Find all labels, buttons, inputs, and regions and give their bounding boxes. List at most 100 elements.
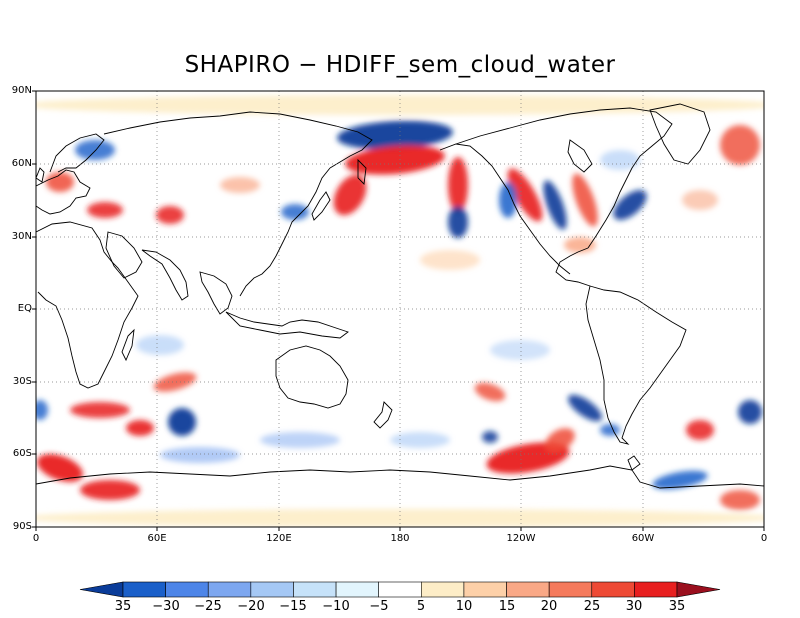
colorbar-swatch (591, 581, 635, 598)
colorbar-label: −20 (237, 599, 265, 614)
colorbar-label: 25 (583, 599, 601, 614)
coast-north-asia (103, 111, 373, 169)
anomaly-blob (686, 420, 714, 440)
anomaly-blob (572, 173, 598, 227)
anomaly-field (36, 95, 764, 527)
colorbar-label: −15 (279, 599, 307, 614)
coast-east-asia (239, 167, 331, 297)
anomaly-blob (448, 206, 468, 238)
lat-label-eq: EQ (17, 303, 32, 314)
anomaly-blob (490, 340, 550, 360)
lat-label-30n: 30N (11, 231, 32, 242)
coast-new-zealand (373, 401, 393, 429)
colorbar-swatch (335, 581, 379, 598)
colorbar-label: −25 (194, 599, 222, 614)
anomaly-blob (333, 174, 367, 216)
colorbar-label: 20 (540, 599, 558, 614)
coast-britain (36, 167, 45, 183)
anomaly-blob (652, 470, 708, 490)
colorbar-swatch (634, 581, 678, 598)
lat-label-60s: 60S (12, 448, 32, 459)
colorbar-swatch (421, 581, 465, 598)
colorbar-swatch (506, 581, 550, 598)
anomaly-blob (564, 237, 596, 253)
coast-gulf-of-mexico (555, 247, 591, 287)
anomaly-blob (160, 447, 240, 463)
anomaly-blob (720, 125, 760, 165)
anomaly-blob (75, 140, 115, 160)
anomaly-blob (682, 190, 718, 210)
coast-japan (311, 191, 331, 221)
anomaly-blob (613, 190, 647, 220)
colorbar-swatch (250, 581, 294, 598)
coast-arabia (105, 231, 143, 279)
coast-india (141, 249, 189, 301)
lon-label-60e: 60E (147, 533, 167, 544)
coast-scandinavia (49, 133, 105, 173)
anomaly-blob (420, 250, 480, 270)
anomaly-blob (46, 172, 74, 192)
colorbar-swatch (548, 581, 593, 598)
colorbar-swatch (293, 581, 337, 598)
anomaly-blob (260, 432, 340, 448)
colorbar-swatch (207, 581, 252, 598)
colorbar-label: −30 (152, 599, 180, 614)
colorbar (79, 581, 721, 598)
colorbar-swatch (165, 581, 209, 598)
anomaly-blob (153, 372, 197, 392)
coast-se-asia (199, 271, 233, 315)
colorbar-label: 15 (498, 599, 516, 614)
colorbar-swatch (463, 581, 507, 598)
colorbar-label: 35 (668, 599, 686, 614)
anomaly-blob (156, 206, 184, 224)
coast-madagascar (121, 328, 135, 362)
anomaly-blob (474, 382, 506, 402)
coastlines (36, 103, 764, 489)
coast-alaska (439, 143, 571, 275)
colorbar-arrow-low (79, 581, 124, 598)
anomaly-blob (390, 432, 450, 448)
anomaly-blob (337, 120, 453, 150)
gridlines (36, 91, 764, 527)
coast-north-america-north (455, 107, 673, 249)
colorbar-label: 5 (416, 599, 426, 614)
anomaly-blob (600, 424, 620, 436)
colorbar-label: 10 (455, 599, 473, 614)
colorbar-label: 35 (114, 599, 132, 614)
lat-label-90n: 90N (11, 85, 32, 96)
coast-australia (275, 345, 349, 409)
coast-greenland (649, 103, 711, 165)
anomaly-blob (220, 177, 260, 193)
colorbar-swatch (122, 581, 166, 598)
lon-label-0-left: 0 (32, 533, 40, 544)
lon-label-180: 180 (390, 533, 410, 544)
coast-antarctica (36, 465, 764, 489)
anomaly-blob (70, 402, 130, 418)
lat-label-90s: 90S (12, 521, 32, 532)
coast-hudson-bay (567, 139, 593, 173)
coast-europe (36, 169, 91, 215)
anomaly-blob (567, 394, 603, 422)
colorbar-label: −10 (322, 599, 350, 614)
colorbar-arrow-high (676, 581, 721, 598)
anomaly-blob (600, 150, 640, 170)
anomaly-blob (80, 480, 140, 500)
anomaly-blob (136, 335, 184, 355)
lon-label-0-right: 0 (760, 533, 768, 544)
anomaly-blob (448, 157, 468, 213)
coast-indonesia (225, 311, 349, 339)
lon-label-120e: 120E (266, 533, 292, 544)
anomaly-blob (37, 454, 83, 482)
lat-label-30s: 30S (12, 376, 32, 387)
colorbar-swatch (378, 581, 422, 598)
anomaly-blob (36, 95, 764, 115)
colorbar-label: −5 (369, 599, 389, 614)
anomaly-blob (543, 180, 567, 230)
coast-kamchatka (357, 158, 367, 185)
anomaly-blob (738, 400, 762, 424)
anomaly-blob (545, 428, 575, 452)
axis-ticks (32, 90, 765, 531)
anomaly-blob (507, 168, 543, 222)
anomaly-blob (281, 204, 309, 220)
